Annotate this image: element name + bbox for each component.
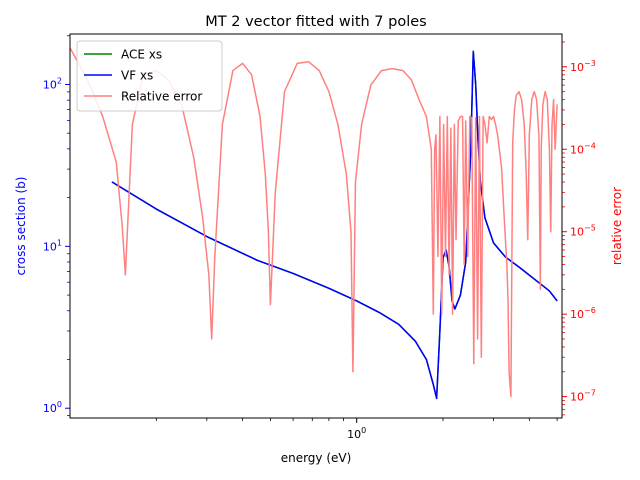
series-line-relative-error bbox=[70, 47, 558, 398]
x-axis-label: energy (eV) bbox=[281, 451, 352, 465]
legend-label-vf: VF xs bbox=[121, 69, 153, 83]
y2-tick-label: 10−3 bbox=[570, 59, 596, 74]
x-tick-label: 100 bbox=[347, 426, 366, 441]
y-tick-label: 101 bbox=[43, 238, 62, 253]
y2-tick-label: 10−7 bbox=[570, 389, 596, 404]
y-tick-label: 102 bbox=[43, 76, 62, 91]
legend-box bbox=[76, 40, 223, 112]
chart-title: MT 2 vector fitted with 7 poles bbox=[205, 14, 426, 30]
y2-axis-label: relative error bbox=[610, 187, 624, 265]
plot-frame bbox=[69, 33, 563, 419]
axes: 100 100 101 102 10−7 10−6 10−5 10−4 10−3 bbox=[43, 35, 596, 441]
y-tick-label: 100 bbox=[43, 400, 62, 415]
y2-tick-label: 10−6 bbox=[570, 306, 596, 321]
y2-tick-label: 10−4 bbox=[570, 141, 596, 156]
legend: ACE xs VF xs Relative error bbox=[76, 40, 223, 112]
legend-label-ace: ACE xs bbox=[121, 48, 162, 62]
plot-area bbox=[70, 47, 558, 400]
y2-tick-label: 10−5 bbox=[570, 224, 596, 239]
legend-label-error: Relative error bbox=[121, 90, 202, 104]
y-axis-label: cross section (b) bbox=[14, 177, 28, 276]
